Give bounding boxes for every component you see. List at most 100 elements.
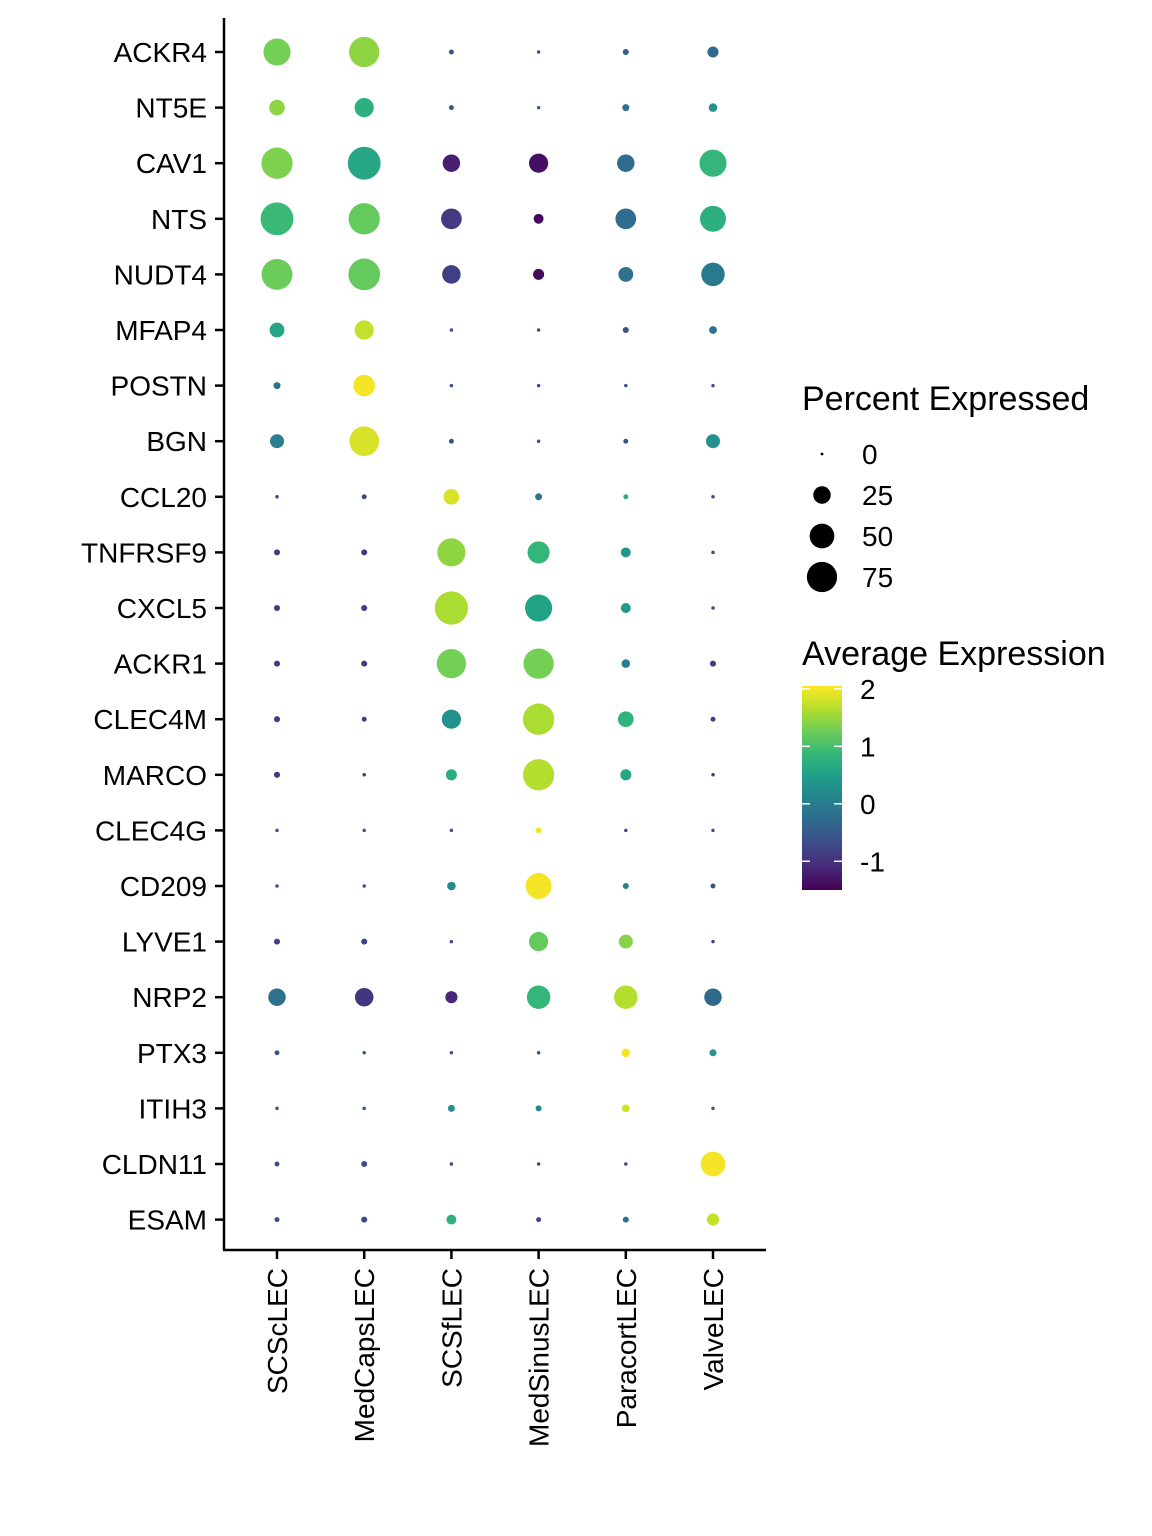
dot-nrp2-scsclec — [268, 988, 286, 1006]
y-tick-label-esam: ESAM — [128, 1205, 207, 1236]
color-legend-label-1: 1 — [860, 731, 876, 762]
dot-ackr1-medsinuslec — [523, 648, 554, 679]
y-tick-label-nrp2: NRP2 — [132, 982, 207, 1013]
dot-mfap4-paracortlec — [622, 326, 629, 334]
dot-itih3-paracortlec — [621, 1104, 630, 1113]
size-legend-label-75: 75 — [862, 562, 893, 593]
dot-cav1-medcapslec — [347, 146, 381, 180]
dot-bgn-scsclec — [270, 434, 284, 449]
dot-postn-paracortlec — [624, 383, 628, 388]
dot-ptx3-valvelec — [709, 1049, 717, 1057]
dot-ptx3-medcapslec — [362, 1051, 366, 1055]
dot-ptx3-scsclec — [274, 1050, 280, 1056]
color-legend-label-2: 0 — [860, 789, 876, 820]
dot-tnfrsf9-valvelec — [711, 550, 715, 555]
dot-itih3-medsinuslec — [535, 1105, 542, 1112]
dot-ccl20-medcapslec — [361, 494, 367, 500]
dot-ackr4-scsflec — [448, 49, 454, 55]
dot-nt5e-paracortlec — [622, 104, 630, 112]
dot-marco-medsinuslec — [522, 759, 555, 791]
dot-ackr1-medcapslec — [361, 660, 368, 667]
y-tick-label-ackr1: ACKR1 — [114, 649, 207, 680]
dot-clec4g-scsclec — [275, 828, 279, 833]
dot-ackr4-medsinuslec — [536, 50, 541, 54]
dot-ccl20-medsinuslec — [535, 493, 543, 501]
dot-nudt4-paracortlec — [618, 266, 634, 282]
dot-clec4m-medcapslec — [361, 716, 367, 722]
y-tick-label-marco: MARCO — [103, 760, 207, 791]
dot-esam-valvelec — [706, 1213, 720, 1226]
dot-cldn11-scsclec — [274, 1161, 280, 1167]
y-axis-ticks — [215, 50, 224, 1221]
dot-itih3-medcapslec — [362, 1106, 366, 1111]
dot-ackr4-medcapslec — [349, 36, 380, 68]
y-tick-label-clec4g: CLEC4G — [95, 815, 207, 846]
y-tick-label-lyve1: LYVE1 — [122, 927, 207, 958]
dot-cxcl5-paracortlec — [620, 603, 631, 613]
dot-clec4m-paracortlec — [617, 711, 634, 728]
y-tick-label-tnfrsf9: TNFRSF9 — [81, 537, 207, 568]
y-axis-tick-labels: ACKR4 NT5E CAV1 NTS NUDT4 MFAP4 POSTN BGN CCL20 T… — [81, 37, 207, 1236]
dot-clec4m-scsflec — [441, 709, 461, 729]
dot-nt5e-medsinuslec — [536, 105, 541, 110]
dot-bgn-paracortlec — [623, 438, 629, 444]
dot-postn-scsclec — [273, 382, 281, 390]
x-axis-tick-labels: SCScLEC MedCapsLEC SCSfLEC MedSinusLEC Parac… — [262, 1268, 729, 1447]
color-legend-label-3: -1 — [860, 846, 885, 877]
dot-nrp2-medsinuslec — [526, 985, 551, 1009]
x-tick-label-paracortlec: ParacortLEC — [611, 1268, 642, 1428]
dot-cxcl5-scsflec — [434, 591, 468, 625]
dot-cd209-medsinuslec — [525, 873, 552, 899]
dot-lyve1-scsclec — [273, 938, 281, 945]
dot-esam-scsclec — [274, 1217, 280, 1223]
color-legend: Average Expression 2 1 0 -1 — [802, 635, 1106, 890]
color-bar — [802, 686, 842, 890]
x-axis-ticks — [275, 1250, 715, 1259]
size-legend-label-25: 25 — [862, 480, 893, 511]
dot-esam-medsinuslec — [536, 1217, 542, 1223]
dot-bgn-medcapslec — [349, 426, 380, 457]
y-tick-label-ccl20: CCL20 — [120, 482, 207, 513]
dot-tnfrsf9-scsflec — [437, 538, 466, 567]
dot-clec4g-scsflec — [449, 828, 454, 833]
y-tick-label-cldn11: CLDN11 — [102, 1149, 207, 1180]
dot-nts-valvelec — [700, 205, 726, 232]
dot-nts-paracortlec — [615, 208, 637, 230]
dot-lyve1-medsinuslec — [529, 932, 549, 952]
dot-mfap4-medsinuslec — [536, 328, 541, 332]
dot-nts-scsclec — [260, 202, 294, 236]
y-tick-label-cxcl5: CXCL5 — [117, 593, 207, 624]
dot-cav1-medsinuslec — [529, 153, 549, 173]
dot-nt5e-medcapslec — [354, 98, 374, 118]
dot-marks — [260, 36, 727, 1226]
dot-ccl20-paracortlec — [623, 494, 629, 500]
dot-postn-medsinuslec — [536, 383, 541, 388]
dot-ptx3-scsflec — [449, 1051, 454, 1055]
x-tick-label-scsflec: SCSfLEC — [436, 1268, 467, 1388]
dot-cav1-paracortlec — [617, 154, 635, 172]
dot-cav1-scsflec — [442, 154, 461, 172]
dot-cldn11-medsinuslec — [536, 1162, 541, 1166]
dot-nts-medsinuslec — [533, 213, 544, 224]
dot-clec4g-valvelec — [711, 828, 715, 833]
dot-cd209-scsflec — [447, 881, 456, 891]
dot-ackr1-valvelec — [709, 660, 717, 667]
dot-ackr4-paracortlec — [622, 48, 629, 56]
dot-nrp2-medcapslec — [354, 987, 374, 1007]
dot-cxcl5-scsclec — [273, 604, 281, 612]
dot-ackr1-scsflec — [436, 648, 467, 679]
size-legend-label-50: 50 — [862, 521, 893, 552]
dot-lyve1-paracortlec — [618, 934, 633, 949]
dot-esam-scsflec — [446, 1214, 457, 1225]
x-tick-label-scsclec: SCScLEC — [262, 1268, 293, 1394]
y-tick-label-clec4m: CLEC4M — [93, 704, 207, 735]
dot-clec4g-medcapslec — [362, 828, 366, 833]
y-tick-label-mfap4: MFAP4 — [115, 315, 207, 346]
dot-nt5e-valvelec — [708, 103, 718, 112]
dot-cldn11-scsflec — [449, 1162, 454, 1166]
dot-ptx3-paracortlec — [621, 1048, 631, 1058]
dot-marco-medcapslec — [362, 773, 366, 777]
dot-nudt4-medcapslec — [348, 258, 381, 291]
color-legend-label-0: 2 — [860, 674, 876, 705]
